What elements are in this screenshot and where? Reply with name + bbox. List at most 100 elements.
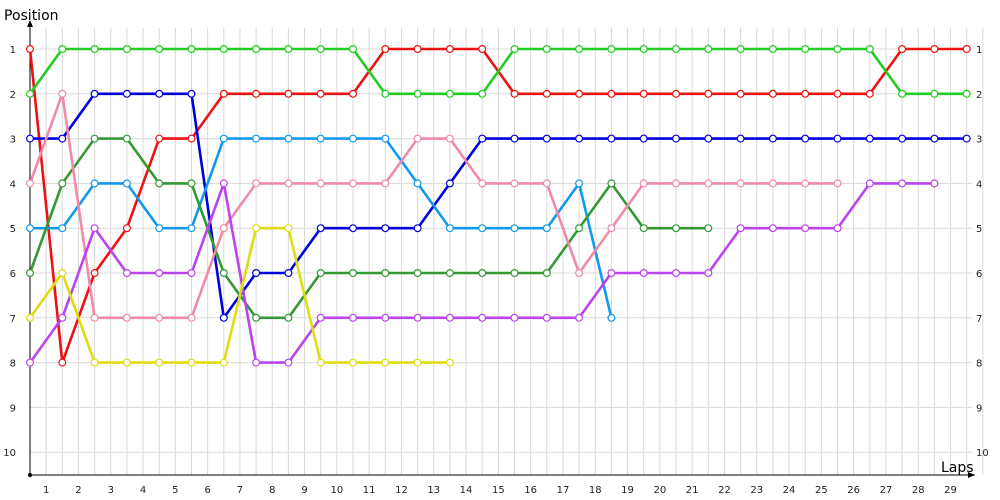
- x-tick-label: 7: [237, 485, 243, 496]
- data-point: [930, 44, 939, 53]
- data-point: [122, 224, 131, 233]
- data-point: [381, 358, 390, 367]
- series-1: [26, 44, 971, 98]
- data-point: [58, 358, 67, 367]
- data-point: [187, 313, 196, 322]
- data-point: [316, 179, 325, 188]
- data-point: [607, 44, 616, 53]
- y-tick-label-left: 5: [10, 224, 16, 235]
- data-point: [542, 269, 551, 278]
- data-point: [316, 89, 325, 98]
- data-point: [58, 89, 67, 98]
- series-4: [26, 134, 713, 322]
- x-tick-label: 1: [43, 485, 49, 496]
- series-7: [26, 224, 454, 367]
- data-point: [219, 313, 228, 322]
- data-point: [575, 89, 584, 98]
- data-point: [219, 179, 228, 188]
- data-point: [122, 89, 131, 98]
- data-point: [478, 179, 487, 188]
- data-point: [833, 179, 842, 188]
- series-line: [28, 137, 709, 320]
- data-point: [155, 269, 164, 278]
- data-point: [381, 134, 390, 143]
- data-point: [445, 179, 454, 188]
- data-point: [252, 313, 261, 322]
- y-tick-label-right: 5: [976, 224, 982, 235]
- data-point: [962, 89, 971, 98]
- axis-layer: 1 12 23 34 45 56 67 78 89 910 101 2 3 4 5 6 7 8 9 10 11 12 13 1…: [3, 20, 989, 496]
- data-point: [833, 134, 842, 143]
- x-tick-label: 17: [557, 485, 570, 496]
- data-point: [155, 89, 164, 98]
- data-point: [736, 224, 745, 233]
- data-point: [704, 224, 713, 233]
- data-point: [542, 44, 551, 53]
- data-point: [284, 313, 293, 322]
- x-tick-label: 2: [75, 485, 81, 496]
- data-point: [930, 134, 939, 143]
- data-point: [284, 224, 293, 233]
- data-point: [284, 44, 293, 53]
- data-point: [801, 224, 810, 233]
- data-point: [736, 44, 745, 53]
- data-point: [542, 89, 551, 98]
- data-point: [413, 89, 422, 98]
- x-tick-label: 11: [363, 485, 376, 496]
- data-point: [704, 134, 713, 143]
- data-point: [219, 89, 228, 98]
- data-point: [736, 134, 745, 143]
- data-point: [381, 313, 390, 322]
- data-point: [122, 179, 131, 188]
- data-point: [381, 44, 390, 53]
- data-point: [445, 313, 454, 322]
- data-point: [381, 224, 390, 233]
- data-point: [316, 224, 325, 233]
- data-point: [833, 89, 842, 98]
- y-tick-label-right: 8: [976, 359, 982, 370]
- y-axis-arrow: [27, 20, 33, 27]
- data-point: [26, 44, 35, 53]
- data-point: [90, 134, 99, 143]
- y-tick-label-left: 9: [10, 403, 16, 414]
- x-tick-label: 27: [880, 485, 893, 496]
- data-point: [542, 224, 551, 233]
- x-axis-title: Laps: [941, 460, 974, 476]
- data-point: [607, 224, 616, 233]
- series-line: [28, 47, 967, 96]
- data-point: [349, 134, 358, 143]
- data-point: [316, 44, 325, 53]
- data-point: [445, 224, 454, 233]
- x-tick-label: 25: [815, 485, 828, 496]
- data-point: [898, 179, 907, 188]
- data-point: [801, 44, 810, 53]
- data-point: [187, 358, 196, 367]
- data-point: [671, 179, 680, 188]
- x-tick-label: 13: [427, 485, 440, 496]
- x-tick-label: 12: [395, 485, 408, 496]
- data-point: [252, 269, 261, 278]
- series-0: [26, 44, 971, 367]
- y-tick-label-left: 1: [10, 45, 16, 56]
- data-point: [284, 179, 293, 188]
- data-point: [768, 179, 777, 188]
- data-point: [736, 179, 745, 188]
- data-point: [542, 134, 551, 143]
- x-tick-label: 4: [140, 485, 146, 496]
- data-point: [219, 358, 228, 367]
- data-point: [219, 44, 228, 53]
- data-point: [252, 179, 261, 188]
- data-point: [607, 89, 616, 98]
- data-point: [575, 269, 584, 278]
- data-point: [704, 44, 713, 53]
- data-point: [219, 269, 228, 278]
- y-axis-title: Position: [4, 8, 59, 24]
- data-point: [187, 179, 196, 188]
- data-point: [478, 224, 487, 233]
- data-point: [349, 313, 358, 322]
- data-point: [122, 358, 131, 367]
- data-point: [445, 44, 454, 53]
- data-point: [865, 179, 874, 188]
- data-point: [768, 44, 777, 53]
